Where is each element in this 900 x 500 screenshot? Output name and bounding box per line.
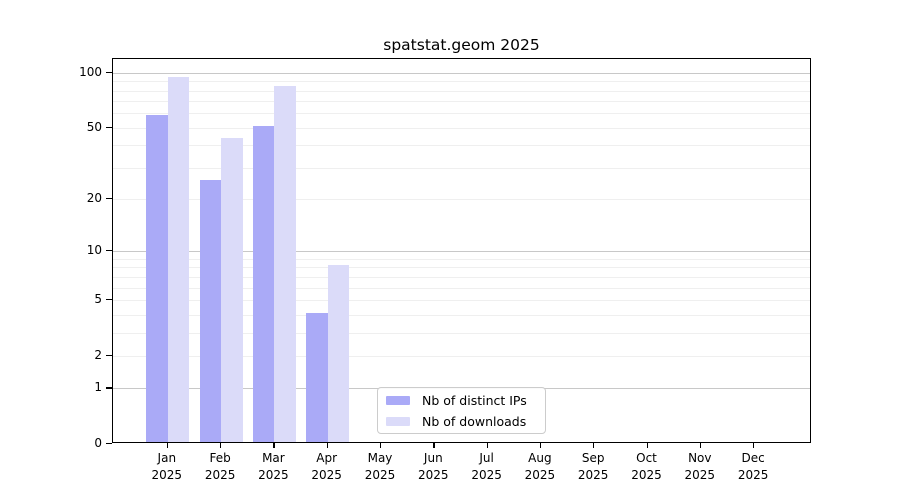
y-tick [106,198,112,200]
gridline-minor [113,127,810,129]
y-tick-label-20: 20 [86,191,102,206]
y-tick [106,71,112,74]
y-tick [106,443,112,445]
x-tick [646,443,648,448]
x-tick [539,443,542,448]
y-tick [106,298,112,301]
bar-distinct-ips-feb [199,180,222,442]
y-tick-label-10: 10 [86,243,102,258]
y-tick-label-2: 2 [94,347,102,362]
gridline-minor [113,314,810,316]
y-tick-label-100: 100 [79,64,102,79]
x-tick-label-dec: Dec 2025 [737,451,769,482]
x-tick-label-nov: Nov 2025 [684,451,716,482]
legend-item-label: Nb of downloads [422,413,527,429]
bar-distinct-ips-mar [252,125,275,442]
gridline-minor [113,81,810,83]
x-tick [486,443,488,448]
bar-downloads-feb [221,137,243,442]
legend: Nb of distinct IPs Nb of downloads [377,387,546,434]
x-tick-label-may: May 2025 [364,451,396,482]
y-tick [106,126,112,129]
x-tick [380,443,382,448]
x-tick-label-sep: Sep 2025 [577,451,609,482]
gridline-minor [113,258,810,260]
x-tick-label-aug: Aug 2025 [524,451,556,482]
x-tick-label-jan: Jan 2025 [151,451,183,482]
bar-downloads-jan [167,76,190,442]
bar-downloads-apr [327,265,350,442]
x-tick [753,443,755,448]
x-tick-label-jun: Jun 2025 [418,451,449,482]
gridline-minor [113,167,810,169]
gridline-major [113,251,810,253]
chart-title: spatstat.geom 2025 [383,36,540,54]
y-tick [106,250,112,252]
y-tick-label-0: 0 [94,436,102,450]
x-tick [593,443,595,448]
legend-swatch-distinct-ips [386,395,410,405]
x-tick-label-mar: Mar 2025 [258,451,289,482]
gridline-minor [113,90,810,92]
x-tick [273,443,275,448]
x-tick-label-oct: Oct 2025 [631,451,662,482]
gridline-minor [113,332,810,334]
y-tick [106,387,112,389]
y-tick [106,354,112,356]
bar-distinct-ips-apr [306,312,328,442]
y-tick-label-5: 5 [94,291,102,306]
x-tick [433,443,435,448]
y-tick-label-1: 1 [94,380,102,395]
y-tick-label-50: 50 [86,119,102,134]
x-tick [699,443,702,448]
legend-item: Nb of distinct IPs [386,392,537,409]
bar-distinct-ips-jan [146,115,168,442]
legend-item-label: Nb of distinct IPs [422,392,527,408]
gridline-minor [113,355,810,357]
x-tick [220,443,222,448]
gridline-minor [113,276,810,278]
x-tick-label-apr: Apr 2025 [311,451,342,482]
legend-swatch-downloads [386,416,410,426]
bar-downloads-mar [274,85,296,442]
gridline-minor [113,101,810,103]
plot-area: Nb of distinct IPs Nb of downloads [112,58,811,443]
gridline-minor [113,287,810,289]
gridline-major [113,72,810,74]
gridline-minor [113,299,810,301]
gridline-minor [113,145,810,147]
gridline-minor [113,267,810,269]
gridline-minor [113,199,810,201]
x-tick-label-jul: Jul 2025 [471,451,502,482]
x-tick [166,443,169,448]
x-tick [326,443,328,448]
x-tick-label-feb: Feb 2025 [204,451,236,482]
gridline-minor [113,113,810,115]
legend-item: Nb of downloads [386,413,537,430]
